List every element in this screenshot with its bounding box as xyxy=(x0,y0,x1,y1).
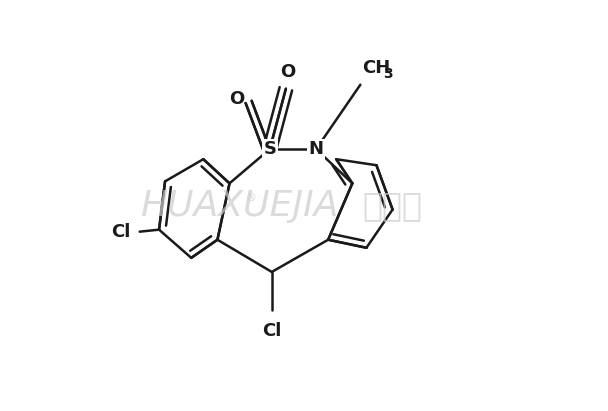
Text: N: N xyxy=(309,140,323,158)
Text: O: O xyxy=(229,90,244,108)
Text: S: S xyxy=(263,140,276,158)
Text: Cl: Cl xyxy=(111,223,131,241)
Text: 3: 3 xyxy=(383,67,393,81)
Text: HUAXUEJIA: HUAXUEJIA xyxy=(140,189,339,222)
Text: O: O xyxy=(280,63,295,81)
Text: ®: ® xyxy=(246,194,257,203)
Text: 化学加: 化学加 xyxy=(362,189,423,222)
Text: Cl: Cl xyxy=(262,322,282,340)
Text: CH: CH xyxy=(362,60,390,77)
